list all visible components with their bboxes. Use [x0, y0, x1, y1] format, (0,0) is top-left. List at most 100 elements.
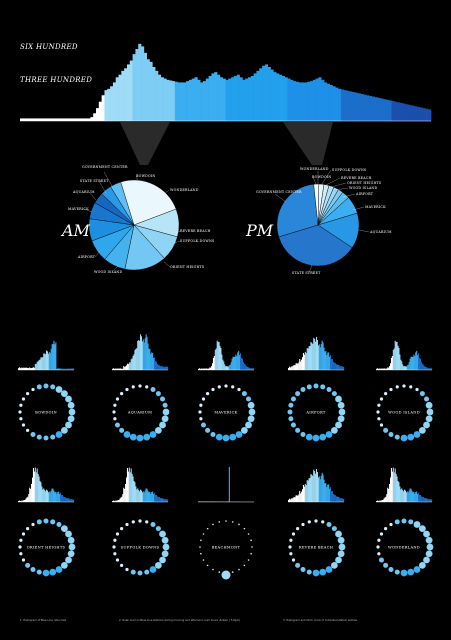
station-hist-bar	[68, 368, 70, 370]
station-hist-bar	[309, 477, 311, 502]
station-hist-bar	[64, 497, 66, 502]
station-hist-bar	[296, 495, 298, 502]
station-hist-bar	[212, 357, 215, 370]
hist-bar	[352, 92, 356, 121]
hist-bar	[208, 76, 212, 121]
station-hist-bar	[320, 343, 322, 370]
station-hist-bar	[239, 355, 241, 370]
station-hist-bar	[420, 362, 422, 370]
station-hist-bar	[222, 359, 224, 370]
clock-dot	[290, 422, 296, 428]
station-hist-bar	[27, 368, 29, 370]
station-hist-bar	[233, 356, 235, 370]
station-hist-bar	[400, 489, 402, 502]
pm-label: PM	[245, 221, 274, 240]
station-hist-bar	[291, 366, 293, 370]
station-hist-bar	[237, 352, 239, 370]
hist-bar	[338, 88, 342, 121]
clock-dot	[246, 396, 252, 402]
station-hist-bar	[431, 499, 433, 502]
station-hist-bar	[62, 496, 64, 502]
station-hist-bar	[309, 345, 311, 370]
station-hist-bar	[240, 353, 242, 370]
station-label: BEACHMONT	[212, 545, 241, 549]
hist-bar	[335, 87, 339, 121]
station-hist-bar	[150, 493, 152, 502]
hist-bar	[377, 97, 381, 121]
station-hist-bar	[220, 348, 222, 370]
station-hist-bar	[234, 356, 236, 370]
pie-slice	[276, 184, 319, 238]
station-hist-bar	[54, 344, 56, 370]
clock-dot	[55, 386, 63, 393]
clock-dot	[335, 395, 342, 403]
clock-dot	[31, 387, 35, 392]
clock-dot	[65, 556, 72, 564]
hist-bar	[397, 102, 401, 121]
clock-dot	[113, 403, 117, 407]
station-hist-bar	[223, 361, 225, 370]
clock-dot	[237, 387, 241, 392]
station-hist-bar	[117, 500, 119, 502]
station-hist-bar	[385, 496, 387, 502]
main-histogram	[20, 43, 432, 122]
station-hist-bar	[214, 349, 216, 370]
station-hist-bar	[428, 499, 430, 502]
station-hist-bar	[390, 357, 393, 370]
station-hist-bar	[418, 492, 420, 502]
hist-bar	[191, 78, 195, 121]
clock-dot	[26, 527, 30, 531]
hist-bar	[101, 95, 105, 121]
clock-dot	[394, 569, 400, 575]
station-hist-bar	[382, 368, 384, 370]
station-hist-bar	[162, 366, 164, 370]
station-hist-bar	[40, 357, 42, 370]
station-hist-bar	[315, 473, 317, 502]
station-hist-bar	[153, 357, 155, 370]
station-hist-bar	[381, 500, 383, 502]
station-hist-bar	[199, 368, 201, 370]
clock-dot	[378, 557, 384, 563]
station-hist-bar	[23, 367, 25, 370]
station-hist-bar	[423, 366, 425, 370]
hist-bar	[324, 82, 328, 121]
hist-bar	[332, 86, 336, 121]
hist-bar	[25, 118, 29, 121]
hist-bar	[262, 65, 266, 121]
clock-dot	[338, 543, 346, 551]
clock-dot	[21, 423, 26, 427]
clock-dot	[67, 401, 75, 409]
clock-dot	[300, 386, 306, 392]
station-hist-bar	[328, 484, 330, 502]
station-hist-bar	[140, 334, 142, 370]
station-hist-bar	[400, 359, 402, 370]
station-hist-bar	[156, 363, 158, 370]
pie-slice	[278, 224, 353, 267]
clock-dot	[337, 401, 345, 409]
station-hist-bar	[134, 482, 136, 502]
station-hist-bar	[203, 368, 205, 370]
station-hist-bar	[418, 358, 421, 370]
station-hist-bar	[150, 354, 152, 370]
station-hist-bar	[166, 499, 168, 502]
clock-dot	[425, 401, 433, 409]
station-hist-bar	[73, 499, 75, 502]
station-hist-bar	[46, 351, 49, 370]
clock-dot	[291, 558, 296, 562]
clock-dot	[162, 408, 170, 416]
pie-leader-line	[83, 208, 93, 213]
clock-dot	[330, 426, 338, 434]
clock-dot	[114, 422, 120, 428]
clock-dot	[300, 567, 306, 573]
station-hist-bar	[66, 498, 68, 502]
station-hist-bar	[32, 477, 34, 502]
station-hist-bar	[127, 364, 129, 370]
station-hist-bar	[36, 468, 38, 502]
station-hist-bar	[303, 486, 305, 502]
station-hist-bar	[292, 365, 294, 370]
station-hist-bar	[337, 496, 339, 502]
clock-dot	[331, 391, 337, 397]
pm-funnel	[283, 122, 333, 165]
hist-bar	[219, 77, 223, 121]
station-hist-bar	[125, 483, 127, 502]
